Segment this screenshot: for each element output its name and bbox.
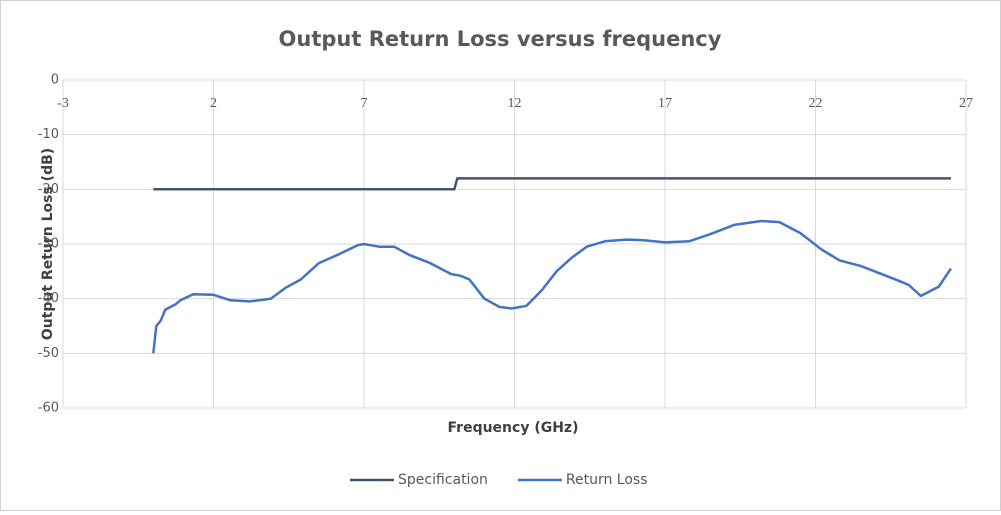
y-tick-label: -40 bbox=[38, 291, 59, 306]
y-tick-label: -20 bbox=[38, 182, 59, 197]
x-tick-label: 22 bbox=[809, 96, 823, 111]
legend-label: Return Loss bbox=[566, 472, 648, 488]
chart-title: Output Return Loss versus frequency bbox=[279, 27, 722, 51]
x-tick-label: -3 bbox=[57, 96, 69, 111]
x-tick-label: 7 bbox=[361, 96, 368, 111]
x-tick-label: 17 bbox=[658, 96, 672, 111]
x-axis-title: Frequency (GHz) bbox=[448, 420, 579, 436]
y-axis-title: Output Return Loss (dB) bbox=[40, 148, 56, 340]
x-tick-label: 2 bbox=[210, 96, 217, 111]
y-tick-label: -10 bbox=[38, 127, 59, 142]
y-tick-label: -30 bbox=[38, 237, 59, 252]
series-line bbox=[153, 177, 951, 191]
series-line bbox=[152, 219, 952, 354]
x-tick-label: 27 bbox=[959, 96, 973, 111]
y-tick-label: 0 bbox=[51, 73, 59, 88]
legend-label: Specification bbox=[398, 472, 488, 488]
y-tick-label: -60 bbox=[38, 401, 59, 416]
y-tick-label: -50 bbox=[38, 346, 59, 361]
x-tick-label: 12 bbox=[508, 96, 522, 111]
